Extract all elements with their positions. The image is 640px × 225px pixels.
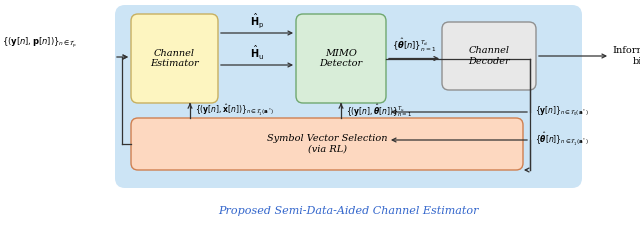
FancyArrowPatch shape	[116, 55, 127, 59]
FancyArrowPatch shape	[188, 104, 192, 108]
FancyBboxPatch shape	[131, 14, 218, 103]
FancyBboxPatch shape	[115, 5, 582, 188]
FancyBboxPatch shape	[442, 22, 536, 90]
FancyArrowPatch shape	[388, 56, 438, 61]
FancyArrowPatch shape	[525, 168, 529, 172]
Text: Channel
Decoder: Channel Decoder	[468, 46, 510, 66]
FancyArrowPatch shape	[123, 55, 127, 59]
Text: $\{(\mathbf{y}[n], \hat{\mathbf{x}}[n])\}_{n \in \mathcal{T}_1(\mathbf{a}^*)}$: $\{(\mathbf{y}[n], \hat{\mathbf{x}}[n])\…	[195, 103, 275, 118]
FancyBboxPatch shape	[131, 118, 523, 170]
FancyArrowPatch shape	[392, 110, 527, 114]
FancyArrowPatch shape	[339, 104, 343, 108]
Text: $\{\mathbf{y}[n]\}_{n \in \mathcal{T}_0(\mathbf{a}^*)}$: $\{\mathbf{y}[n]\}_{n \in \mathcal{T}_0(…	[535, 104, 589, 118]
Text: MIMO
Detector: MIMO Detector	[319, 49, 363, 68]
Text: Channel
Estimator: Channel Estimator	[150, 49, 199, 68]
FancyBboxPatch shape	[296, 14, 386, 103]
Text: $\{(\mathbf{y}[n], \hat{\boldsymbol{\theta}}[n])\}_{n=1}^{T_{\mathrm{u}}}$: $\{(\mathbf{y}[n], \hat{\boldsymbol{\the…	[346, 102, 412, 119]
Text: $\hat{\mathbf{H}}_{\mathrm{p}}$: $\hat{\mathbf{H}}_{\mathrm{p}}$	[250, 11, 264, 30]
Text: $\{\hat{\boldsymbol{\theta}}[n]\}_{n \in \mathcal{T}_1(\mathbf{a}^*)}$: $\{\hat{\boldsymbol{\theta}}[n]\}_{n \in…	[535, 130, 589, 148]
Text: $\{\hat{\boldsymbol{\theta}}[n]\}_{n=1}^{T_{\mathrm{d}}}$: $\{\hat{\boldsymbol{\theta}}[n]\}_{n=1}^…	[392, 37, 436, 54]
FancyArrowPatch shape	[392, 138, 527, 142]
Text: $\hat{\mathbf{H}}_{\mathrm{u}}$: $\hat{\mathbf{H}}_{\mathrm{u}}$	[250, 44, 264, 62]
Text: Symbol Vector Selection
(via RL): Symbol Vector Selection (via RL)	[267, 134, 387, 154]
Text: $\{(\mathbf{y}[n], \mathbf{p}[n])\}_{n \in \mathcal{T}_{\mathrm{p}}}$: $\{(\mathbf{y}[n], \mathbf{p}[n])\}_{n \…	[2, 36, 77, 50]
FancyArrowPatch shape	[539, 54, 606, 58]
Text: Proposed Semi-Data-Aided Channel Estimator: Proposed Semi-Data-Aided Channel Estimat…	[218, 206, 479, 216]
FancyArrowPatch shape	[221, 31, 292, 35]
FancyArrowPatch shape	[221, 63, 292, 67]
Text: Information
bits: Information bits	[612, 46, 640, 66]
